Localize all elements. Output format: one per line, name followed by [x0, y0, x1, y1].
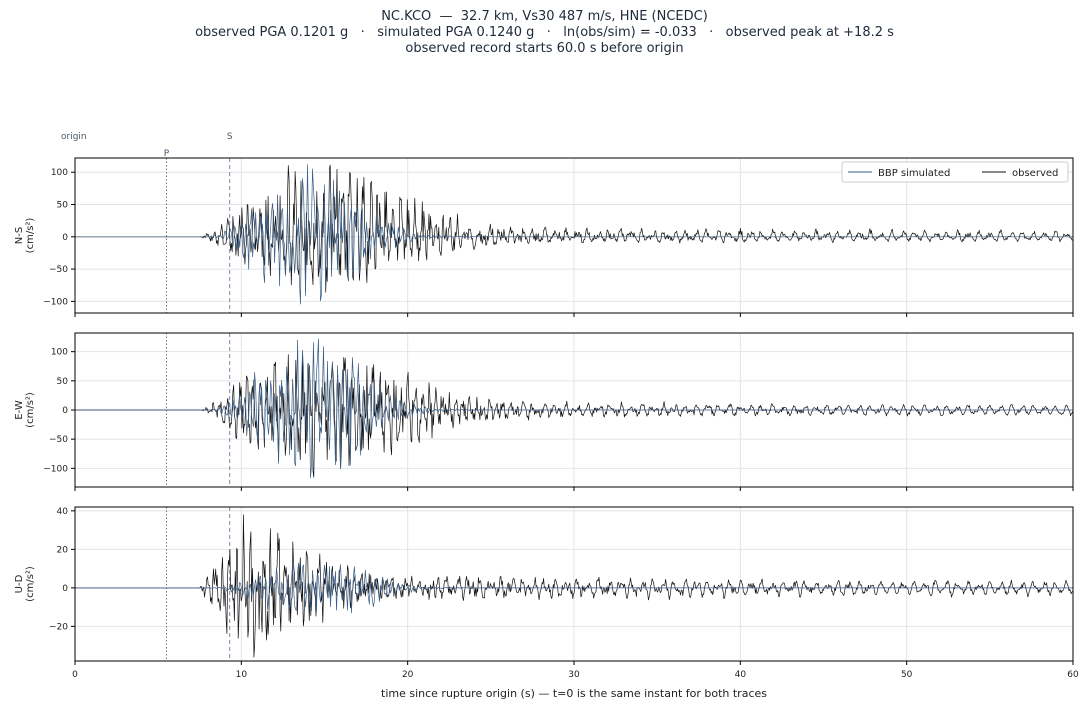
- panel-ew-ytick-label: 0: [62, 406, 68, 416]
- panel-ud-simulated-trace: [75, 562, 1073, 614]
- panel-ns-ytick-label: 0: [62, 233, 68, 243]
- panel-ns-ytick-label: 100: [51, 168, 68, 178]
- figure-title-line-1: NC.KCO — 32.7 km, Vs30 487 m/s, HNE (NCE…: [381, 9, 708, 24]
- panel-ns-ytick-label: 50: [57, 201, 69, 211]
- figure-title-line-2: observed PGA 0.1201 g · simulated PGA 0.…: [195, 25, 894, 40]
- panel-ns-ytick-label: −100: [43, 297, 68, 307]
- panel-ns-simulated-trace: [75, 164, 1073, 305]
- panel-ew-ytick-label: 100: [51, 348, 68, 358]
- xtick-label-50: 50: [901, 670, 913, 680]
- x-axis-label: time since rupture origin (s) — t=0 is t…: [381, 687, 767, 700]
- s-marker-label: S: [227, 132, 233, 142]
- legend-observed-label: observed: [1012, 168, 1058, 179]
- origin-marker-label: origin: [61, 132, 87, 142]
- panel-ew-ytick-label: 50: [57, 377, 69, 387]
- legend-box: [841, 161, 1069, 183]
- panel-ud-ytick-label: −20: [49, 622, 68, 632]
- panel-ud-ytick-label: 40: [57, 507, 69, 517]
- xtick-label-40: 40: [735, 670, 747, 680]
- xtick-label-30: 30: [568, 670, 580, 680]
- panel-ud-ytick-label: 0: [62, 584, 68, 594]
- panel-ud-ylabel-unit: (cm/s²): [25, 566, 36, 602]
- panel-ew-ylabel-unit: (cm/s²): [25, 392, 36, 428]
- xtick-label-20: 20: [402, 670, 414, 680]
- panel-ud-ylabel-component: U-D: [14, 574, 25, 593]
- xtick-label-60: 60: [1067, 670, 1079, 680]
- panel-ew-ytick-label: −100: [43, 464, 68, 474]
- panel-ew-ytick-label: −50: [49, 435, 68, 445]
- panel-ud-ytick-label: 20: [57, 545, 69, 555]
- legend-simulated-label: BBP simulated: [878, 168, 950, 179]
- panel-ns-ylabel-component: N-S: [14, 227, 25, 244]
- panel-ns-ytick-label: −50: [49, 265, 68, 275]
- p-marker-label: P: [164, 149, 170, 159]
- xtick-label-0: 0: [72, 670, 78, 680]
- panel-ns-ylabel-unit: (cm/s²): [25, 218, 36, 254]
- panel-ew-simulated-trace: [75, 338, 1073, 479]
- panel-ew-ylabel-component: E-W: [14, 400, 25, 420]
- xtick-label-10: 10: [236, 670, 248, 680]
- figure-title-line-3: observed record starts 60.0 s before ori…: [405, 41, 684, 56]
- panel-ns-observed-trace: [75, 164, 1073, 293]
